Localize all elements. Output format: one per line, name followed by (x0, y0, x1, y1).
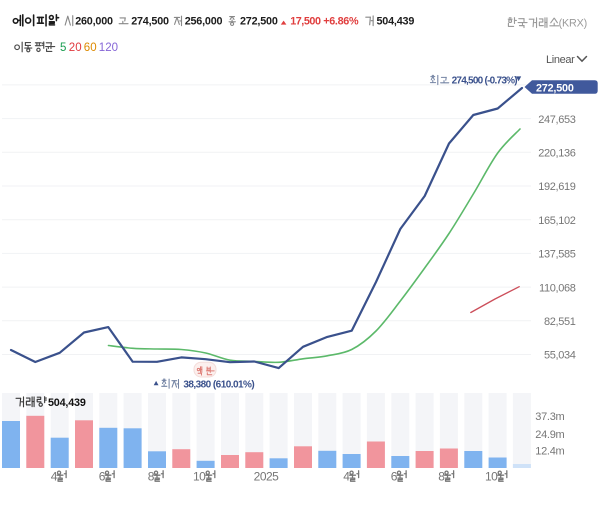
svg-text:4: 4 (51, 470, 58, 484)
svg-text:220,136: 220,136 (538, 148, 576, 160)
svg-text:247,653: 247,653 (538, 114, 576, 126)
svg-text:272,500: 272,500 (240, 16, 278, 28)
svg-text:120: 120 (99, 42, 118, 54)
svg-text:(KRX): (KRX) (559, 18, 587, 30)
svg-text:8: 8 (148, 470, 155, 484)
svg-text:110,068: 110,068 (539, 282, 576, 294)
svg-text:272,500: 272,500 (536, 82, 574, 94)
svg-text:10: 10 (485, 470, 498, 484)
svg-text:274,500 (-0.73%): 274,500 (-0.73%) (452, 76, 518, 87)
svg-text:5: 5 (60, 42, 66, 54)
svg-text:256,000: 256,000 (185, 16, 223, 28)
svg-text:+6.86%: +6.86% (323, 16, 359, 28)
svg-text:12.4m: 12.4m (535, 446, 564, 458)
svg-text:165,102: 165,102 (538, 215, 576, 227)
svg-text:504,439: 504,439 (377, 16, 415, 28)
svg-text:60: 60 (84, 42, 97, 54)
svg-text:Linear: Linear (546, 54, 575, 66)
svg-text:24.9m: 24.9m (535, 429, 564, 441)
svg-text:55,034: 55,034 (544, 350, 576, 362)
svg-text:10: 10 (193, 470, 206, 484)
svg-text:20: 20 (69, 42, 82, 54)
svg-text:192,619: 192,619 (538, 181, 576, 193)
svg-text:504,439: 504,439 (48, 397, 86, 409)
svg-text:38,380 (610.01%): 38,380 (610.01%) (183, 379, 254, 390)
svg-text:137,585: 137,585 (538, 249, 576, 261)
svg-text:37.3m: 37.3m (535, 411, 564, 423)
svg-text:260,000: 260,000 (75, 16, 113, 28)
svg-text:8: 8 (438, 470, 445, 484)
svg-text:6: 6 (391, 470, 398, 484)
svg-text:2025: 2025 (254, 470, 280, 484)
svg-text:6: 6 (99, 470, 106, 484)
svg-text:4: 4 (343, 470, 350, 484)
svg-text:82,551: 82,551 (544, 316, 576, 328)
svg-text:17,500: 17,500 (290, 16, 321, 28)
svg-text:274,500: 274,500 (131, 16, 169, 28)
